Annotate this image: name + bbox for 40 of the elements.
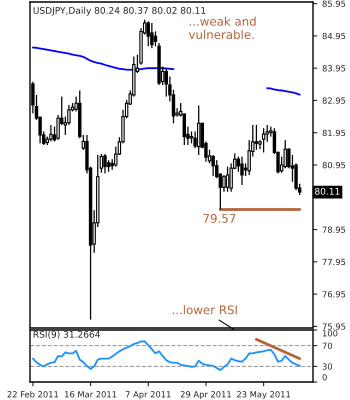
annotation: 79.57 — [204, 214, 236, 223]
candlestick — [262, 128, 266, 154]
y-tick-label: 30 — [322, 363, 332, 370]
annotation: ...weak and vulnerable. — [188, 16, 256, 40]
y-tick-label: 82.95 — [322, 97, 346, 104]
annotation: ...lower RSI — [172, 305, 237, 314]
text: 80.11 — [315, 188, 340, 195]
y-tick-label: 0 — [322, 374, 327, 380]
candlestick — [150, 22, 154, 49]
candlestick — [146, 20, 150, 47]
x-tick-label: 7 Apr 2011 — [126, 391, 171, 400]
candlestick — [284, 140, 287, 169]
candlestick — [211, 154, 215, 177]
y-tick-label: 70 — [322, 342, 332, 349]
y-tick-label: 100 — [322, 330, 338, 336]
candlestick — [197, 104, 200, 156]
candlestick — [226, 166, 230, 192]
x-tick-label: 29 Apr 2011 — [180, 391, 231, 400]
x-tick-label: 23 May 2011 — [237, 391, 290, 400]
y-tick-label: 78.95 — [322, 226, 346, 233]
y-tick-label: 76.95 — [322, 291, 346, 298]
y-tick-label: 75.95 — [322, 323, 346, 330]
text: USDJPY,Daily 80.24 80.37 80.02 80.11 — [34, 6, 206, 16]
candlestick — [254, 124, 258, 150]
y-tick-label: 81.95 — [322, 130, 346, 136]
y-tick-label: 85.95 — [322, 0, 346, 7]
candlestick — [190, 130, 194, 144]
chart-title: RSI(9) 31.2664 — [34, 330, 100, 339]
candlestick — [49, 124, 53, 142]
candlestick — [240, 156, 244, 186]
y-tick-label: 80.95 — [322, 162, 346, 168]
candlestick — [164, 68, 168, 98]
y-tick-label: 83.95 — [322, 65, 346, 72]
y-tick-label: 84.95 — [322, 32, 346, 40]
candlestick — [222, 174, 226, 192]
y-tick-label: 77.95 — [322, 258, 346, 266]
candlestick — [106, 160, 110, 172]
candlestick — [229, 162, 233, 192]
x-tick-label: 16 Mar 2011 — [65, 391, 116, 398]
x-tick-label: 22 Feb 2011 — [8, 391, 58, 398]
